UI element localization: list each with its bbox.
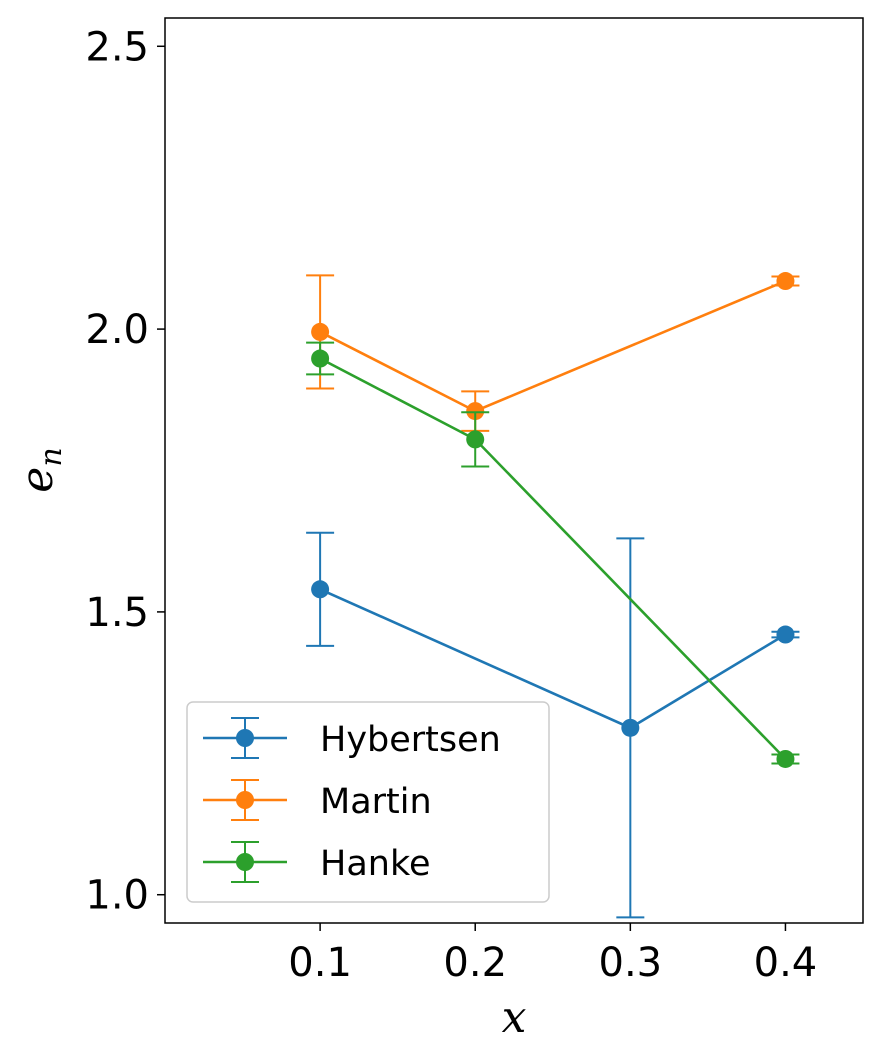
legend-marker-hanke [236, 853, 254, 871]
legend-marker-hybertsen [236, 729, 254, 747]
series-layer [306, 272, 800, 919]
x-tick-label: 0.3 [599, 940, 663, 986]
y-axis-label-sub: n [34, 447, 69, 466]
legend-item-hanke: Hanke [203, 841, 431, 884]
legend: Hybertsen Martin Hanke [186, 701, 550, 903]
data-point-martin [776, 272, 795, 291]
y-axis-label-base: e [12, 467, 63, 493]
y-tick-label: 2.5 [85, 24, 149, 70]
x-axis-label: x [502, 992, 527, 1043]
series-hybertsen [306, 531, 800, 919]
legend-label-hybertsen: Hybertsen [320, 720, 501, 760]
x-tick-label: 0.1 [288, 940, 352, 986]
y-axis-label: en [12, 447, 69, 492]
series-martin [306, 272, 800, 432]
x-tick-label: 0.4 [754, 940, 818, 986]
legend-frame [186, 701, 550, 903]
data-point-martin [466, 402, 485, 421]
series-hanke [306, 341, 800, 768]
data-point-hanke [466, 430, 485, 449]
y-tick-label: 1.0 [85, 873, 149, 919]
data-point-hybertsen [311, 580, 330, 599]
y-tick-label: 2.0 [85, 307, 149, 353]
legend-label-hanke: Hanke [320, 844, 431, 884]
legend-item-martin: Martin [203, 779, 432, 822]
y-tick-label: 1.5 [85, 590, 149, 636]
data-point-hanke [776, 749, 795, 768]
data-point-martin [311, 322, 330, 341]
legend-item-hybertsen: Hybertsen [203, 717, 501, 760]
legend-items: Hybertsen Martin Hanke [203, 717, 501, 884]
legend-marker-martin [236, 791, 254, 809]
data-point-hybertsen [776, 625, 795, 644]
legend-label-martin: Martin [320, 782, 432, 822]
ticks-layer: 0.1 0.2 0.3 0.4 1.0 1.5 2.0 2.5 [85, 24, 817, 986]
x-tick-label: 0.2 [443, 940, 507, 986]
data-point-hanke [311, 349, 330, 368]
data-point-hybertsen [621, 718, 640, 737]
